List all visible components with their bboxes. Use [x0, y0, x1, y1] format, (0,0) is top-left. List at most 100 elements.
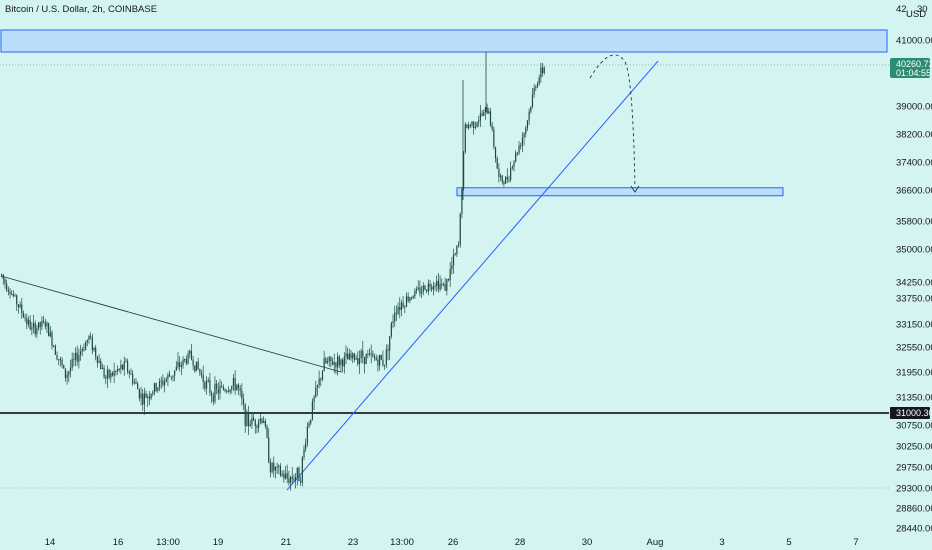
- candle-body: [29, 319, 31, 330]
- candle-body: [81, 348, 83, 352]
- candle-body: [113, 370, 115, 376]
- candle-body: [138, 389, 140, 399]
- candle-body: [53, 345, 55, 347]
- candle-body: [216, 383, 218, 389]
- candle-body: [143, 393, 145, 405]
- candle-body: [251, 417, 253, 425]
- time-tick-label: Aug: [647, 537, 664, 548]
- candle-body: [44, 322, 46, 327]
- time-axis: 14 16 13:00 19 21 23 13:00 26 28 30 Aug 3 5 7: [0, 533, 889, 550]
- candle-body: [442, 283, 445, 285]
- candle-body: [523, 133, 525, 138]
- candle-body: [469, 124, 471, 126]
- price-tick-label: 30250.00: [896, 442, 932, 453]
- candle-body: [185, 359, 187, 364]
- time-tick-label: 14: [45, 537, 56, 548]
- candle-body: [481, 113, 483, 116]
- candle-body: [118, 369, 120, 371]
- candle-body: [37, 322, 40, 329]
- candles: [1, 52, 545, 491]
- candle-body: [274, 467, 277, 471]
- candle-body: [273, 462, 275, 471]
- candle-body: [457, 244, 460, 246]
- candle-body: [526, 120, 529, 129]
- candle-body: [447, 279, 450, 281]
- candle-body: [421, 291, 423, 294]
- candle-body: [390, 323, 392, 337]
- candle-body: [170, 376, 172, 378]
- candle-body: [286, 473, 288, 479]
- candle-body: [350, 353, 352, 358]
- price-tick-label: 38200.00: [896, 130, 932, 141]
- time-tick-label: 19: [213, 537, 224, 548]
- candle-body: [132, 373, 134, 384]
- candle-body: [360, 350, 362, 359]
- candle-body: [387, 349, 389, 351]
- candle-body: [133, 382, 135, 384]
- candle-body: [499, 175, 502, 177]
- candle-body: [19, 304, 21, 308]
- candle-body: [479, 113, 481, 121]
- resistance-zone: [0, 29, 888, 53]
- candle-body: [239, 388, 241, 391]
- candle-body: [320, 378, 322, 380]
- candle-body: [195, 361, 198, 372]
- candle-body: [409, 297, 411, 301]
- candle-body: [506, 176, 508, 180]
- price-tick-label: 34250.00: [896, 278, 932, 289]
- descending-trendline: [0, 275, 342, 373]
- candle-body: [153, 383, 156, 393]
- candle-body: [145, 393, 147, 398]
- candle-body: [246, 412, 248, 426]
- candle-body: [352, 353, 354, 358]
- candle-body: [305, 443, 307, 449]
- candle-body: [100, 360, 102, 370]
- candle-body: [259, 418, 261, 422]
- candle-body: [525, 128, 527, 134]
- candle-body: [242, 398, 245, 405]
- candle-body: [17, 304, 19, 308]
- candle-body: [424, 285, 426, 291]
- candle-body: [293, 478, 295, 481]
- candle-body: [103, 367, 105, 378]
- candle-body: [295, 477, 297, 481]
- candle-body: [389, 336, 391, 351]
- time-tick-label: 28: [515, 537, 526, 548]
- time-axis-bg: [0, 533, 889, 550]
- candle-body: [14, 295, 16, 297]
- candle-body: [538, 77, 540, 84]
- candle-body: [27, 319, 30, 325]
- projection: [589, 54, 640, 193]
- candle-body: [426, 290, 428, 292]
- candle-body: [402, 302, 404, 307]
- candle-body: [474, 126, 476, 128]
- candle-body: [392, 321, 394, 324]
- candle-body: [79, 351, 82, 356]
- candle-body: [59, 359, 61, 361]
- candle-body: [31, 327, 33, 330]
- candle-body: [303, 448, 305, 458]
- candle-body: [483, 112, 485, 116]
- candle-body: [543, 67, 545, 74]
- candle-body: [90, 336, 92, 338]
- candle-body: [404, 306, 406, 308]
- candle-body: [177, 362, 179, 367]
- candle-body: [321, 371, 324, 380]
- candle-body: [236, 384, 238, 391]
- candle-body: [135, 382, 137, 384]
- support-price-box: [890, 407, 930, 419]
- candle-body: [417, 287, 419, 290]
- candle-body: [521, 137, 523, 147]
- candle-body: [452, 254, 455, 266]
- candle-body: [64, 368, 67, 379]
- candle-body: [211, 392, 213, 396]
- candle-body: [380, 355, 382, 360]
- candle-body: [473, 121, 475, 128]
- candle-body: [54, 345, 56, 355]
- candle-body: [278, 465, 280, 467]
- candle-body: [434, 285, 436, 287]
- candle-body: [155, 383, 157, 391]
